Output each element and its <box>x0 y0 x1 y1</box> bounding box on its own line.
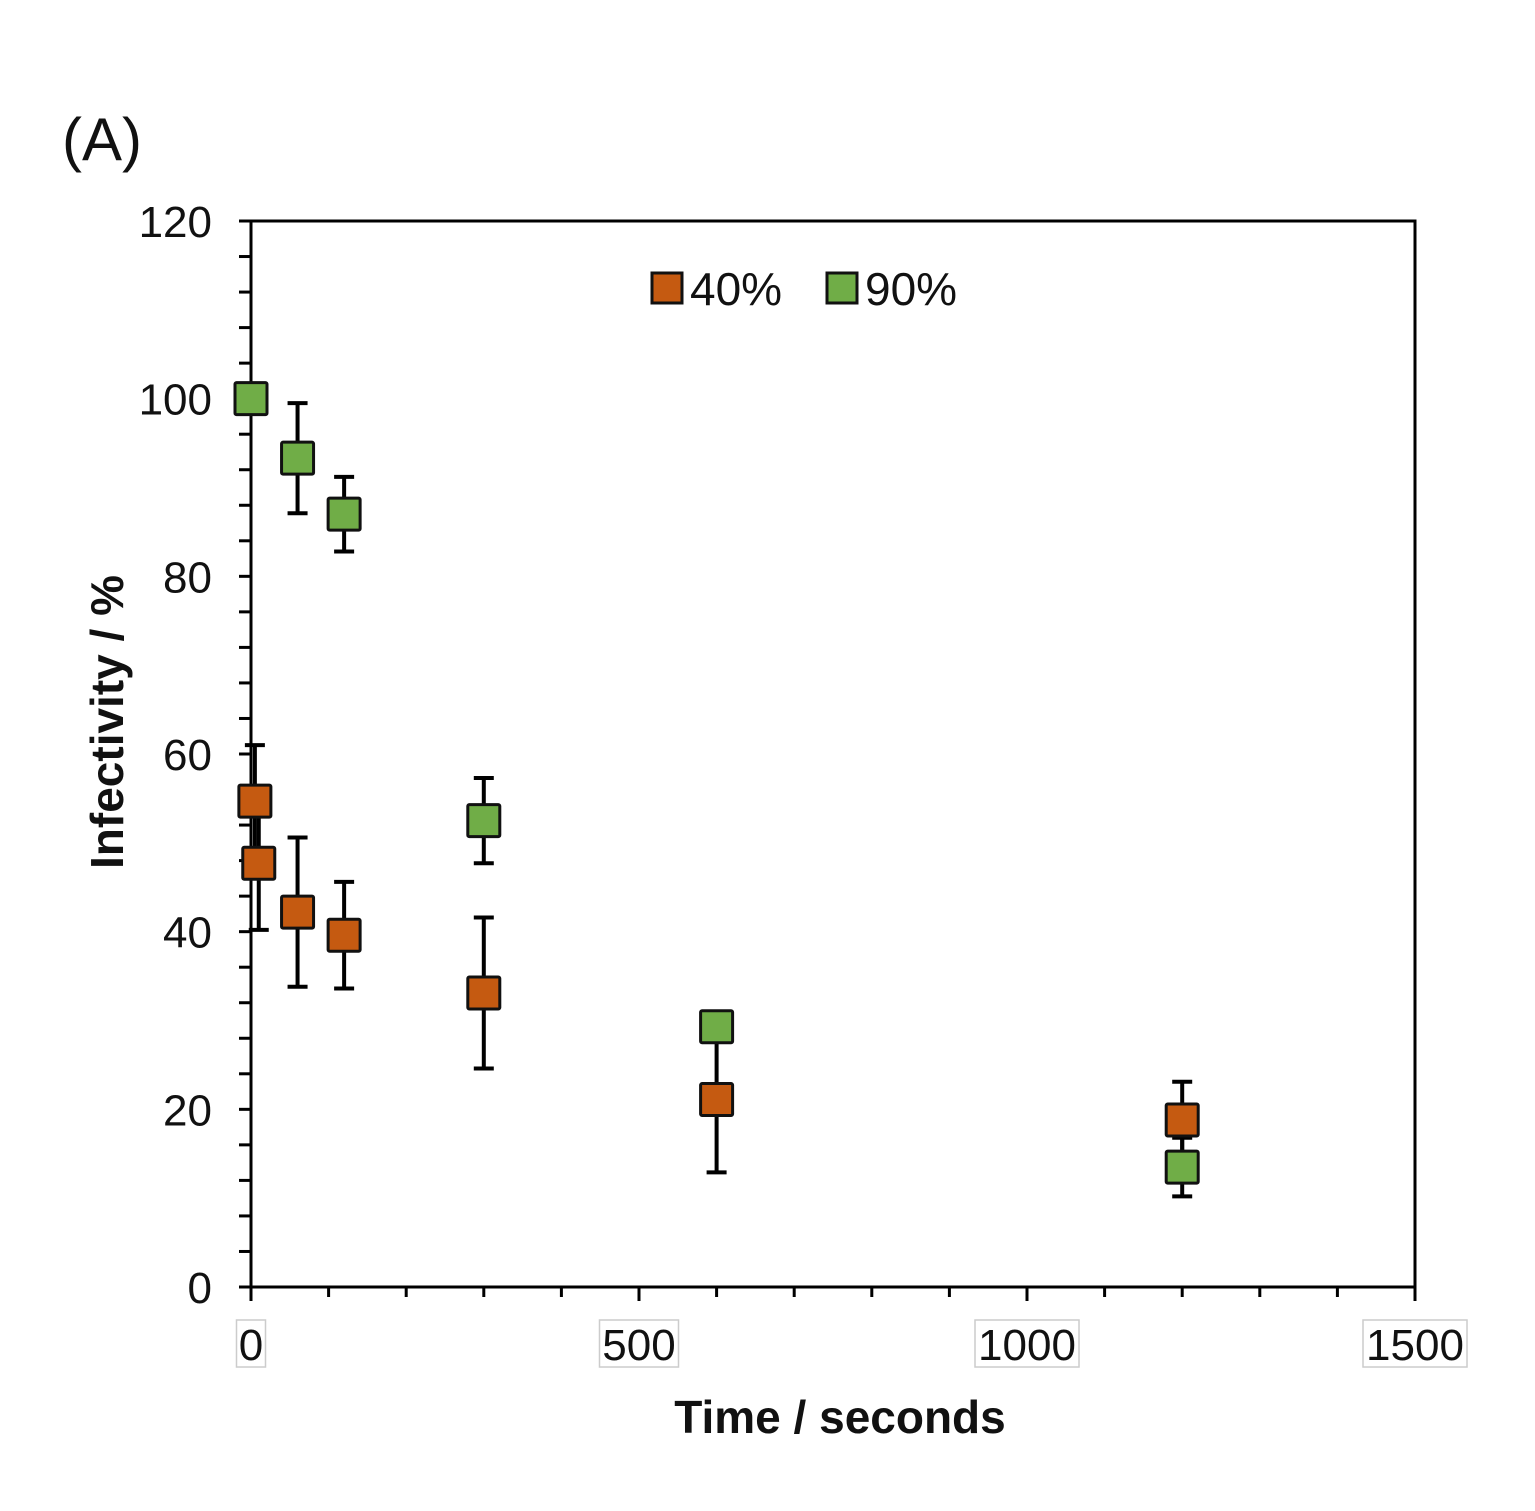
x-tick-label: 500 <box>602 1321 675 1370</box>
plot-area <box>249 219 1417 1289</box>
error-bars <box>244 401 1193 1199</box>
data-point-90pct <box>326 496 362 532</box>
y-tick-label: 100 <box>139 376 212 425</box>
data-point-90pct <box>699 1009 735 1045</box>
x-axis: 0 500 1000 1500 <box>235 1287 1468 1370</box>
legend-swatch <box>825 271 859 305</box>
markers <box>233 381 1200 1185</box>
x-tick-label: 1500 <box>1366 1321 1464 1370</box>
y-tick-label: 80 <box>163 553 212 602</box>
y-tick-label: 120 <box>139 198 212 247</box>
x-axis-title: Time / seconds <box>674 1391 1006 1443</box>
y-axis: 0 20 40 60 80 100 120 <box>139 198 251 1313</box>
data-point-90pct <box>233 381 269 417</box>
data-point-90pct <box>466 803 502 839</box>
x-tick-label-box <box>1362 1319 1468 1368</box>
data-point-40pct <box>326 917 362 953</box>
legend-label: 40% <box>690 263 782 315</box>
data-point-40pct <box>466 975 502 1011</box>
panel-label: (A) <box>62 106 142 173</box>
x-tick-label-box <box>974 1319 1080 1368</box>
x-tick-label: 1000 <box>978 1321 1076 1370</box>
legend-label: 90% <box>865 263 957 315</box>
y-tick-label: 60 <box>163 731 212 780</box>
plot-frame <box>249 219 1417 1289</box>
data-point-40pct <box>241 845 277 881</box>
y-axis-title: Infectivity / % <box>81 575 133 869</box>
data-point-40pct <box>237 783 273 819</box>
data-point-40pct <box>1164 1102 1200 1138</box>
legend: 40% 90% <box>650 263 957 315</box>
legend-swatch <box>650 271 684 305</box>
data-point-90pct <box>280 440 316 476</box>
y-tick-label: 40 <box>163 909 212 958</box>
x-tick-label-box <box>598 1319 680 1368</box>
y-tick-label: 20 <box>163 1086 212 1135</box>
data-point-40pct <box>699 1082 735 1118</box>
y-tick-label: 0 <box>188 1264 212 1313</box>
data-point-40pct <box>280 894 316 930</box>
x-tick-label: 0 <box>239 1321 263 1370</box>
data-point-90pct <box>1164 1149 1200 1185</box>
x-tick-label-box <box>235 1319 267 1368</box>
